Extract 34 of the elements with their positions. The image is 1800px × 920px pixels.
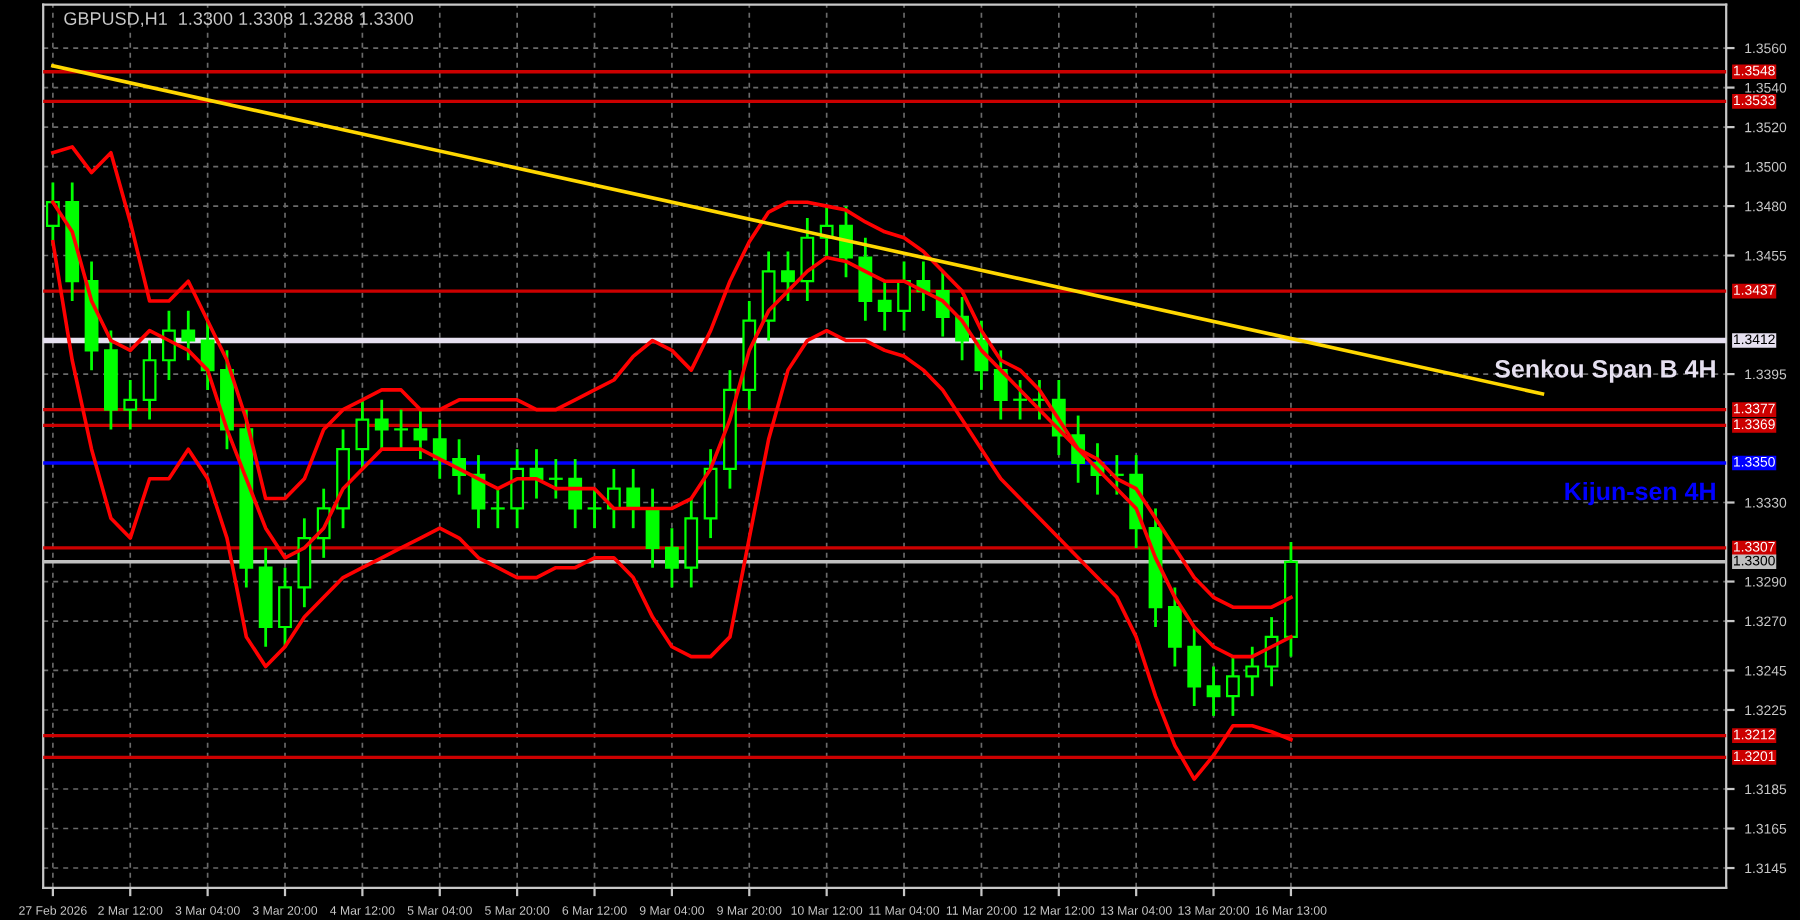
candlestick [1013,378,1028,421]
candlestick [394,408,408,451]
candlestick [781,250,795,303]
candlestick [1225,655,1240,718]
annotation: Senkou Span B 4H [1494,359,1715,383]
candlestick [490,487,505,530]
candlestick [1206,665,1221,718]
candlestick [432,418,447,481]
annotation: Kijun-sen 4H [1565,481,1715,506]
candlestick [1245,645,1260,698]
candlestick [858,236,873,323]
candlestick [374,398,389,451]
candlestick [1187,625,1202,708]
candlestick [800,216,815,303]
candlestick [548,457,563,500]
candlestick [993,348,1008,421]
candlestick [200,319,215,392]
candlestick [839,204,853,279]
candlestick [510,447,525,530]
candlestick [278,566,292,649]
candlestick [413,408,428,461]
candlestick [355,398,370,471]
candlestick [897,260,911,332]
line-series [51,239,1293,781]
candlestick [142,339,157,421]
candlestick [877,279,892,332]
chart-title: GBPUSD,H1 1.3300 1.3308 1.3288 1.3300 [64,12,414,28]
candlestick [123,378,138,431]
candlestick [664,526,679,589]
candlestick [587,487,602,530]
candlestick [568,457,583,530]
candlestick [181,309,196,362]
candlestick [1264,615,1279,688]
candlestick [1167,586,1182,668]
